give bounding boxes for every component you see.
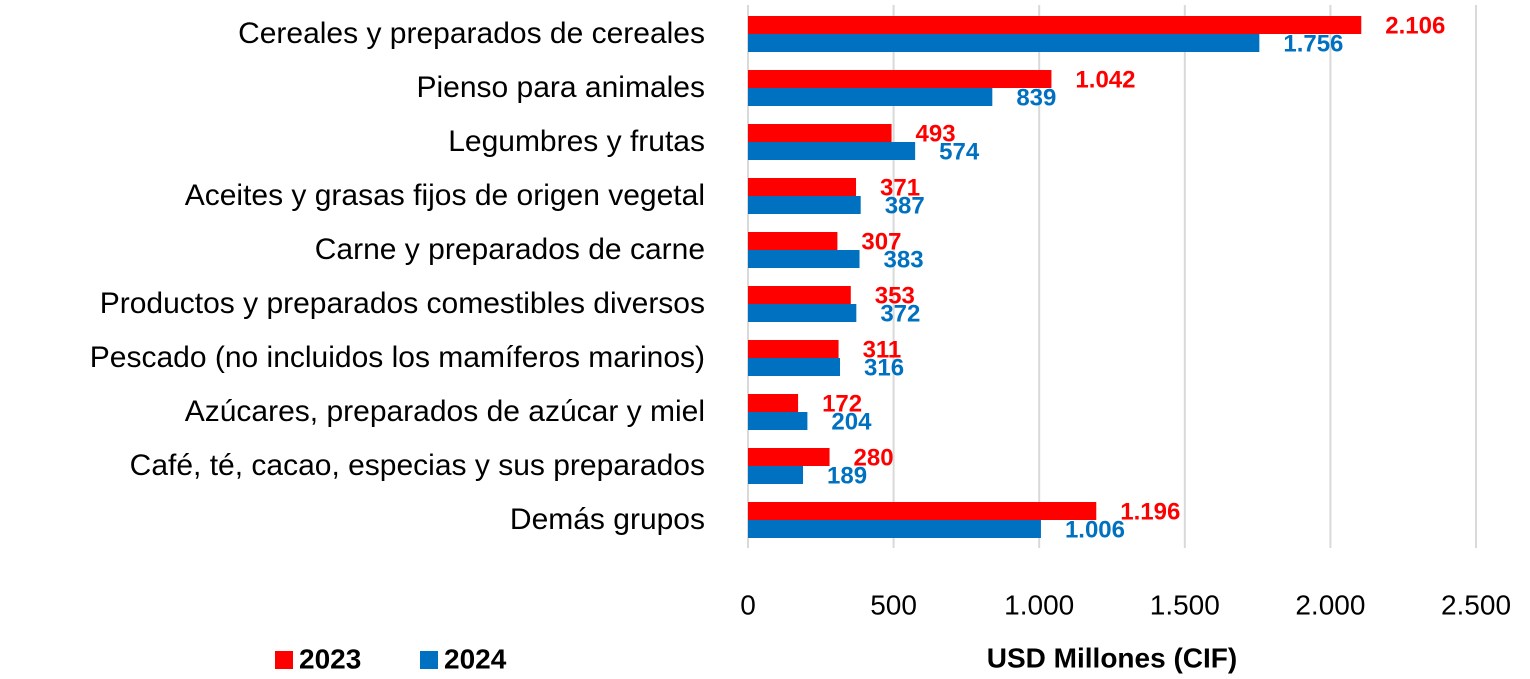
y-tick-label: Pescado (no incluidos los mamíferos mari… bbox=[90, 341, 705, 374]
legend-label: 2023 bbox=[299, 643, 361, 674]
y-tick-label: Legumbres y frutas bbox=[448, 125, 705, 158]
legend-swatch bbox=[275, 651, 293, 669]
x-tick-label: 1.000 bbox=[1004, 589, 1074, 620]
bar bbox=[748, 34, 1260, 52]
value-label: 172 bbox=[822, 390, 862, 417]
value-label: 204 bbox=[831, 408, 872, 435]
bar bbox=[748, 178, 857, 196]
x-tick-label: 2.000 bbox=[1295, 589, 1365, 620]
value-label: 839 bbox=[1016, 84, 1056, 111]
bar bbox=[748, 286, 851, 304]
y-tick-label: Pienso para animales bbox=[416, 71, 705, 104]
bar bbox=[748, 88, 993, 106]
bar bbox=[748, 16, 1362, 34]
x-axis-title: USD Millones (CIF) bbox=[987, 642, 1237, 673]
y-tick-label: Cereales y preparados de cereales bbox=[238, 17, 705, 50]
bar bbox=[748, 412, 808, 430]
bar bbox=[748, 304, 857, 322]
bar bbox=[748, 358, 841, 376]
bar bbox=[748, 466, 804, 484]
bar bbox=[748, 196, 861, 214]
x-tick-label: 500 bbox=[870, 589, 917, 620]
y-tick-label: Productos y preparados comestibles diver… bbox=[100, 287, 705, 320]
bar bbox=[748, 124, 892, 142]
bar bbox=[748, 340, 839, 358]
x-tick-label: 1.500 bbox=[1150, 589, 1220, 620]
value-label: 387 bbox=[885, 192, 925, 219]
value-label: 1.042 bbox=[1075, 66, 1135, 93]
bar bbox=[748, 232, 838, 250]
bar bbox=[748, 520, 1041, 538]
bar bbox=[748, 394, 799, 412]
value-label: 574 bbox=[939, 138, 980, 165]
bar bbox=[748, 448, 830, 466]
value-label: 307 bbox=[861, 228, 901, 255]
bar bbox=[748, 142, 916, 160]
legend-swatch bbox=[420, 651, 438, 669]
value-label: 493 bbox=[916, 120, 956, 147]
x-tick-label: 2.500 bbox=[1441, 589, 1511, 620]
x-tick-label: 0 bbox=[740, 589, 756, 620]
y-tick-label: Azúcares, preparados de azúcar y miel bbox=[185, 395, 705, 428]
y-tick-label: Carne y preparados de carne bbox=[315, 233, 705, 266]
value-label: 383 bbox=[884, 246, 924, 273]
y-tick-label: Aceites y grasas fijos de origen vegetal bbox=[185, 179, 705, 212]
value-label: 353 bbox=[875, 282, 915, 309]
value-label: 2.106 bbox=[1385, 12, 1445, 39]
y-tick-label: Demás grupos bbox=[510, 503, 705, 536]
value-label: 316 bbox=[864, 354, 904, 381]
value-label: 189 bbox=[827, 462, 867, 489]
bar bbox=[748, 502, 1097, 520]
legend-label: 2024 bbox=[444, 643, 507, 674]
value-label: 280 bbox=[854, 444, 894, 471]
bar bbox=[748, 250, 860, 268]
value-label: 371 bbox=[880, 174, 920, 201]
value-label: 311 bbox=[863, 336, 902, 363]
value-label: 372 bbox=[880, 300, 920, 327]
value-label: 1.006 bbox=[1065, 516, 1125, 543]
value-label: 1.196 bbox=[1120, 498, 1180, 525]
y-tick-label: Café, té, cacao, especias y sus preparad… bbox=[130, 449, 705, 482]
bar bbox=[748, 70, 1052, 88]
value-label: 1.756 bbox=[1283, 30, 1343, 57]
